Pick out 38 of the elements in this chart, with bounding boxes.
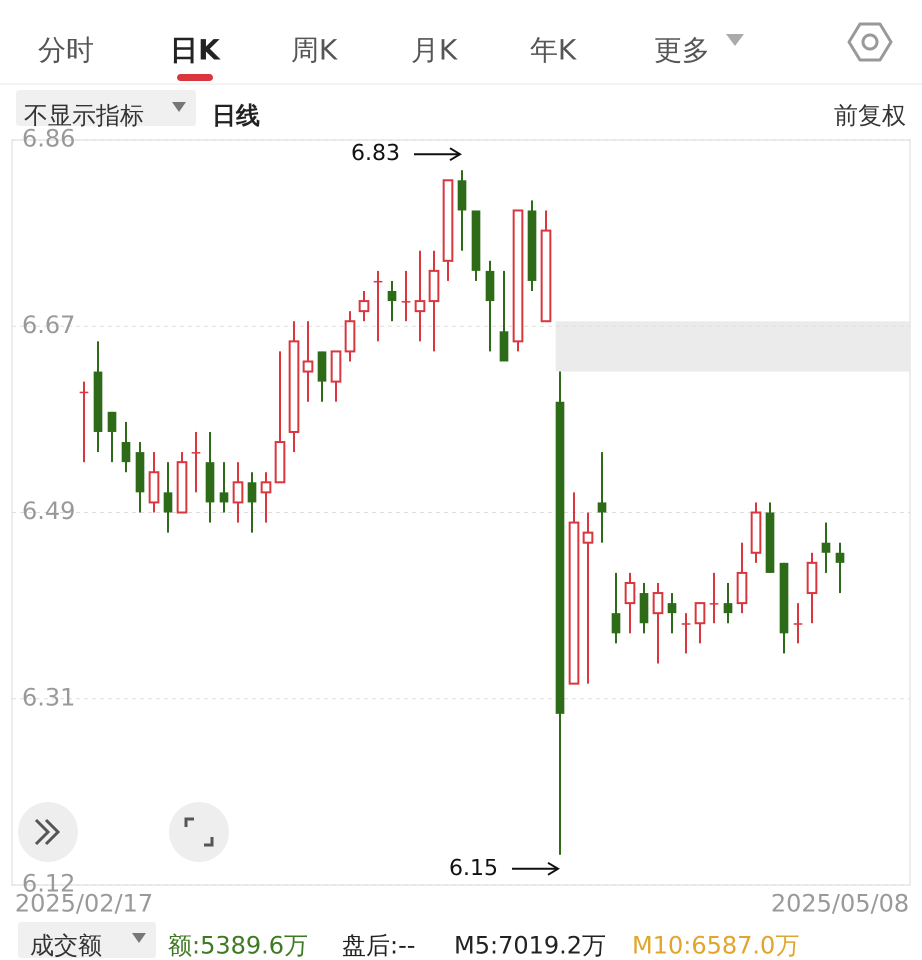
candlestick xyxy=(122,420,130,474)
text: 日K xyxy=(170,34,222,67)
y-tick-label: 6.31 xyxy=(22,683,76,712)
text: 分时 xyxy=(38,34,94,67)
text: 盘后:-- xyxy=(342,932,416,960)
candlestick xyxy=(682,612,690,654)
text: 周K xyxy=(290,34,338,67)
text: 月K xyxy=(410,34,458,67)
candlestick xyxy=(724,582,732,624)
candlestick xyxy=(612,572,620,644)
candlestick xyxy=(668,592,676,634)
candlestick xyxy=(402,270,410,322)
candlestick xyxy=(248,471,256,534)
candlestick xyxy=(374,270,382,342)
candlestick xyxy=(388,280,396,322)
candlestick xyxy=(108,410,116,464)
candlestick xyxy=(836,542,844,594)
candlestick xyxy=(710,572,718,624)
candlestick xyxy=(220,461,228,514)
candlestick xyxy=(794,602,802,644)
text: 日线 xyxy=(212,102,260,130)
annotation: 6.83 xyxy=(351,141,400,166)
text: M5:7019.2万 xyxy=(454,932,606,960)
candlestick xyxy=(80,380,88,464)
candlestick xyxy=(192,430,200,494)
text: 年K xyxy=(530,34,577,67)
text: 更多 xyxy=(654,34,710,67)
y-tick-label: 6.49 xyxy=(22,497,76,526)
text: 成交额 xyxy=(30,932,102,960)
candlestick xyxy=(164,461,172,534)
y-tick-label: 6.67 xyxy=(22,310,76,339)
text: 前复权 xyxy=(834,102,906,130)
text: M10:6587.0万 xyxy=(632,932,800,960)
x-tick-label: 2025/05/08 xyxy=(770,890,910,918)
annotation: 6.15 xyxy=(449,856,498,881)
candlestick xyxy=(598,451,606,544)
candlestick xyxy=(822,522,830,574)
text: 额:5389.6万 xyxy=(168,932,308,960)
